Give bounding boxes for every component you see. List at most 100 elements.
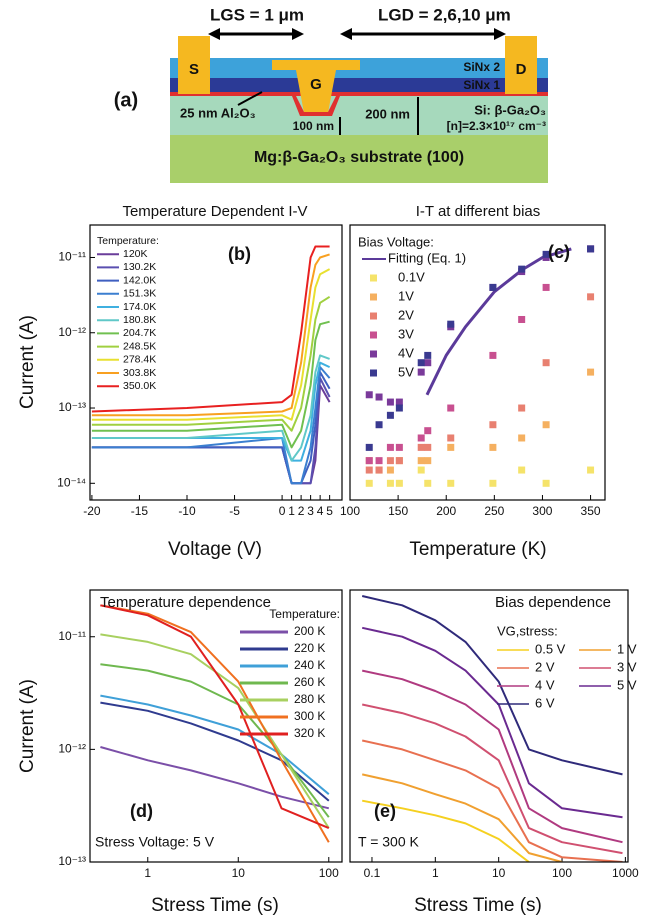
data-point bbox=[489, 443, 497, 451]
legend-label: 0.5 V bbox=[535, 641, 566, 656]
data-point bbox=[587, 466, 595, 474]
legend-label: 3 V bbox=[617, 659, 637, 674]
legend-label: 5V bbox=[398, 364, 414, 379]
series-line bbox=[91, 268, 331, 421]
legend-label: 180.8K bbox=[123, 314, 156, 326]
legend-label: 174.0K bbox=[123, 301, 156, 313]
legend-swatch bbox=[370, 293, 377, 301]
x-tick-label: 100 bbox=[340, 504, 360, 518]
x-tick-label: 0.1 bbox=[364, 866, 381, 880]
legend-label: 300 K bbox=[294, 709, 325, 723]
annotation: Temperature dependence bbox=[100, 594, 271, 611]
x-tick-label: 1000 bbox=[612, 866, 639, 880]
legend-title: Temperature: bbox=[269, 607, 340, 621]
gate-oxide bbox=[292, 96, 340, 116]
x-tick-label: 0 bbox=[279, 504, 286, 518]
depth2-label: 100 nm bbox=[293, 119, 334, 133]
data-point bbox=[365, 466, 373, 474]
chart-title: Temperature Dependent I-V bbox=[122, 203, 307, 220]
data-point bbox=[447, 434, 455, 442]
x-tick-label: -20 bbox=[83, 504, 101, 518]
data-point bbox=[365, 443, 373, 451]
legend-label: 220 K bbox=[294, 641, 325, 655]
data-point bbox=[447, 443, 455, 451]
legend-label: 4 V bbox=[535, 677, 555, 692]
series-line bbox=[91, 245, 330, 413]
legend-swatch bbox=[370, 369, 377, 377]
data-point bbox=[518, 404, 526, 412]
series-line bbox=[425, 247, 572, 396]
data-point bbox=[417, 466, 425, 474]
legend-label: 280 K bbox=[294, 692, 325, 706]
gate bbox=[272, 60, 360, 113]
x-axis-label: Voltage (V) bbox=[168, 539, 262, 560]
plot-area bbox=[361, 595, 623, 862]
doping-label: [n]=2.3×10¹⁷ cm⁻³ bbox=[447, 119, 546, 133]
data-point bbox=[447, 479, 455, 487]
series-line bbox=[361, 739, 623, 862]
plot-area bbox=[365, 245, 595, 487]
data-point bbox=[386, 457, 394, 465]
data-point bbox=[365, 457, 373, 465]
legend-label: Fitting (Eq. 1) bbox=[388, 250, 466, 265]
x-tick-label: 100 bbox=[319, 866, 339, 880]
series-line bbox=[91, 295, 331, 432]
legend: Temperature: 200 K 220 K 240 K 260 K 280 K 300… bbox=[240, 607, 340, 740]
data-point bbox=[424, 443, 432, 451]
x-tick-label: 1 bbox=[144, 866, 151, 880]
data-point bbox=[424, 359, 432, 367]
data-point bbox=[417, 359, 425, 367]
legend-label: 200 K bbox=[294, 624, 325, 638]
drain-label: D bbox=[516, 61, 527, 78]
x-tick-label: 2 bbox=[298, 504, 305, 518]
x-tick-label: 150 bbox=[388, 504, 408, 518]
data-point bbox=[542, 250, 550, 258]
series-line bbox=[91, 354, 330, 462]
sinx2-label: SiNx 2 bbox=[463, 60, 500, 74]
data-point bbox=[587, 368, 595, 376]
data-point bbox=[395, 398, 403, 406]
source-pad bbox=[178, 36, 210, 94]
y-tick-label: 10⁻¹² bbox=[58, 742, 86, 756]
legend-label: 120K bbox=[123, 248, 148, 260]
data-point bbox=[395, 479, 403, 487]
data-point bbox=[395, 443, 403, 451]
x-tick-label: 250 bbox=[484, 504, 504, 518]
series-line bbox=[91, 366, 331, 485]
plot-area bbox=[91, 245, 331, 485]
data-point bbox=[417, 457, 425, 465]
source-label: S bbox=[189, 61, 199, 78]
plot-frame bbox=[349, 224, 606, 501]
sinx1-layer bbox=[170, 78, 548, 94]
data-point bbox=[365, 391, 373, 399]
x-tick-label: -15 bbox=[131, 504, 149, 518]
data-point bbox=[587, 245, 595, 253]
data-point bbox=[489, 421, 497, 429]
annotation: (d) bbox=[130, 801, 153, 821]
data-point bbox=[447, 320, 455, 328]
x-tick-label: 4 bbox=[317, 504, 324, 518]
gate-label: G bbox=[310, 76, 322, 93]
plot-frame bbox=[89, 224, 343, 501]
data-point bbox=[386, 398, 394, 406]
legend: VG,stress: 0.5 V 1 V 2 V 3 V 4 V 5 V 6 V bbox=[497, 623, 637, 710]
data-point bbox=[424, 427, 432, 435]
data-point bbox=[375, 393, 383, 401]
legend-label: 248.5K bbox=[123, 340, 156, 352]
legend-title: Bias Voltage: bbox=[358, 234, 434, 249]
data-point bbox=[518, 265, 526, 273]
legend-label: 240 K bbox=[294, 658, 325, 672]
panel-label: (a) bbox=[114, 89, 138, 111]
series-line bbox=[91, 253, 330, 417]
annotation: Bias dependence bbox=[495, 594, 611, 611]
data-point bbox=[542, 359, 550, 367]
x-tick-label: 200 bbox=[436, 504, 456, 518]
oxide-label: 25 nm Al₂O₃ bbox=[180, 105, 256, 120]
data-point bbox=[542, 479, 550, 487]
device-diagram: (a) LGS = 1 μm LGD = 2,6,10 μm S D G SiN… bbox=[114, 5, 548, 183]
chart-panel: 0.1 1 10 100 1000 Stress Time (s) Bias depende… bbox=[349, 589, 639, 916]
lgd-label: LGD = 2,6,10 μm bbox=[378, 5, 511, 24]
data-point bbox=[489, 351, 497, 359]
data-point bbox=[417, 434, 425, 442]
x-tick-label: -5 bbox=[229, 504, 240, 518]
